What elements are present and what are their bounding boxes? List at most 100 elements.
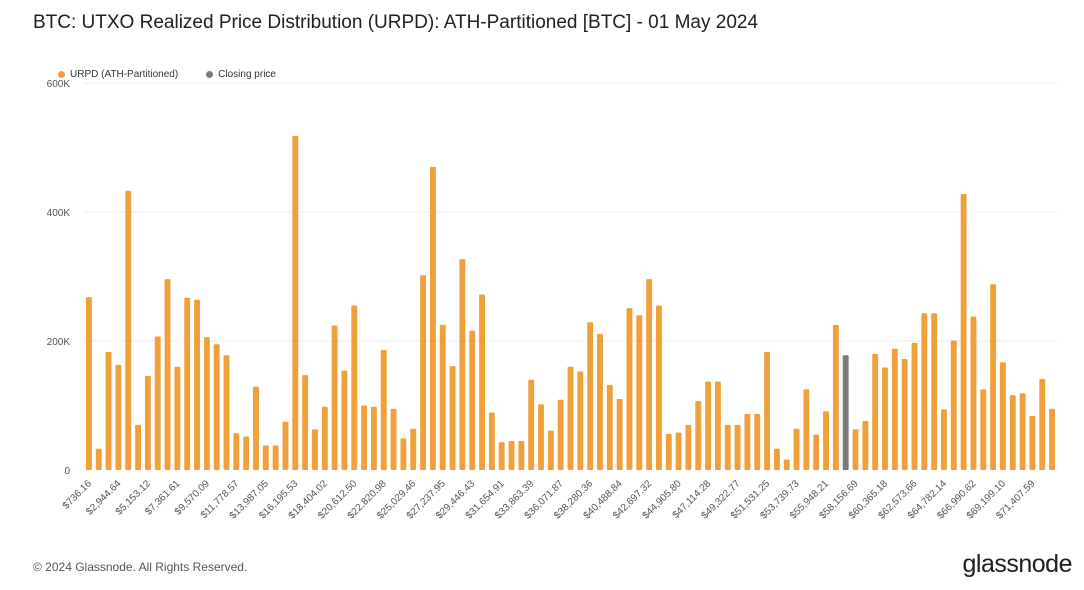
urpd-bar xyxy=(872,353,879,470)
urpd-legend-dot xyxy=(58,71,65,78)
urpd-bar xyxy=(498,442,505,470)
legend-label-urpd: URPD (ATH-Partitioned) xyxy=(70,69,179,80)
urpd-bar xyxy=(1009,395,1016,470)
y-tick-label: 600K xyxy=(47,79,71,90)
urpd-bar xyxy=(282,421,289,470)
legend-item-closing-price[interactable]: Closing price xyxy=(206,69,276,80)
closing-price-legend-dot xyxy=(206,71,214,78)
urpd-bar xyxy=(744,413,751,470)
urpd-bar xyxy=(125,190,132,470)
urpd-bar xyxy=(194,299,200,470)
urpd-bar xyxy=(380,350,387,470)
urpd-bar xyxy=(656,305,662,470)
chart-title: BTC: UTXO Realized Price Distribution (U… xyxy=(33,12,759,33)
urpd-bar xyxy=(223,355,230,470)
urpd-bar xyxy=(85,297,92,470)
legend: URPD (ATH-Partitioned) Closing price xyxy=(58,69,276,80)
urpd-bar xyxy=(518,440,525,470)
urpd-bar xyxy=(616,399,623,470)
urpd-bar xyxy=(400,438,407,470)
urpd-bar xyxy=(882,367,888,470)
urpd-bar xyxy=(488,412,495,470)
urpd-bar xyxy=(980,389,987,470)
urpd-bar xyxy=(292,135,299,470)
y-tick-label: 0 xyxy=(64,466,70,477)
urpd-bar xyxy=(990,284,997,470)
urpd-bar xyxy=(803,389,810,470)
urpd-bar xyxy=(213,344,220,470)
urpd-bar xyxy=(577,371,584,470)
urpd-bar xyxy=(390,408,397,470)
urpd-bar xyxy=(469,330,476,470)
closing-price-bar xyxy=(842,355,849,470)
urpd-bar xyxy=(941,409,947,470)
urpd-bar xyxy=(557,399,564,470)
urpd-bar xyxy=(832,324,839,470)
urpd-bar xyxy=(361,405,368,470)
urpd-bar xyxy=(528,379,535,470)
urpd-bar xyxy=(203,337,210,470)
urpd-bar xyxy=(823,411,829,470)
urpd-bar xyxy=(253,386,259,470)
urpd-bar xyxy=(911,342,918,470)
urpd-bar xyxy=(734,424,741,470)
urpd-bar xyxy=(243,436,250,470)
urpd-bar xyxy=(547,430,554,470)
urpd-bar xyxy=(587,322,594,470)
urpd-bar xyxy=(459,259,466,470)
copyright-footer: © 2024 Glassnode. All Rights Reserved. xyxy=(33,560,248,574)
urpd-bar xyxy=(626,308,633,470)
urpd-bar xyxy=(370,406,377,470)
urpd-bar xyxy=(754,413,761,470)
urpd-bar xyxy=(312,429,318,470)
urpd-bar xyxy=(764,351,771,470)
urpd-bar xyxy=(813,434,820,470)
urpd-bar xyxy=(351,305,358,470)
urpd-bar xyxy=(164,279,171,470)
urpd-bar xyxy=(901,359,908,470)
urpd-bar xyxy=(862,420,869,470)
urpd-bar xyxy=(606,384,613,470)
urpd-bar xyxy=(675,432,682,470)
urpd-bar xyxy=(646,279,653,470)
urpd-bar xyxy=(567,366,574,470)
urpd-bar xyxy=(970,316,977,470)
urpd-bar xyxy=(321,406,328,470)
urpd-bar xyxy=(420,275,427,470)
urpd-bar xyxy=(1029,415,1036,470)
legend-label-closing-price: Closing price xyxy=(218,69,276,80)
urpd-bar-chart: 0200K400K600K$736.16$2,944.64$5,153.12$7… xyxy=(47,79,1057,522)
urpd-bar xyxy=(597,333,603,470)
urpd-bar xyxy=(1019,393,1026,470)
urpd-bar xyxy=(999,362,1006,470)
legend-item-urpd[interactable]: URPD (ATH-Partitioned) xyxy=(58,69,178,80)
urpd-bar xyxy=(921,313,928,470)
urpd-bar xyxy=(341,370,348,470)
urpd-bar xyxy=(891,348,898,470)
urpd-bar xyxy=(960,193,967,470)
urpd-bar xyxy=(852,429,859,470)
urpd-bar xyxy=(685,424,692,470)
urpd-bar xyxy=(135,424,142,470)
urpd-bar xyxy=(724,424,731,470)
urpd-bar xyxy=(233,433,240,470)
y-tick-label: 400K xyxy=(47,208,71,219)
urpd-bar xyxy=(449,366,456,470)
urpd-bar xyxy=(636,315,643,470)
urpd-bar xyxy=(665,433,672,470)
urpd-bar xyxy=(439,324,446,470)
urpd-bar xyxy=(331,325,338,470)
urpd-bar xyxy=(695,400,702,470)
y-tick-label: 200K xyxy=(47,337,71,348)
urpd-bar xyxy=(508,440,515,470)
urpd-bar xyxy=(174,366,181,470)
urpd-bar xyxy=(184,297,191,470)
urpd-bar xyxy=(115,364,122,470)
urpd-bar xyxy=(262,445,269,470)
urpd-bar xyxy=(272,445,279,470)
urpd-bar xyxy=(144,375,151,470)
urpd-bar xyxy=(410,428,417,470)
urpd-bar xyxy=(105,351,112,470)
urpd-bar xyxy=(538,404,544,470)
urpd-bar xyxy=(931,313,938,470)
